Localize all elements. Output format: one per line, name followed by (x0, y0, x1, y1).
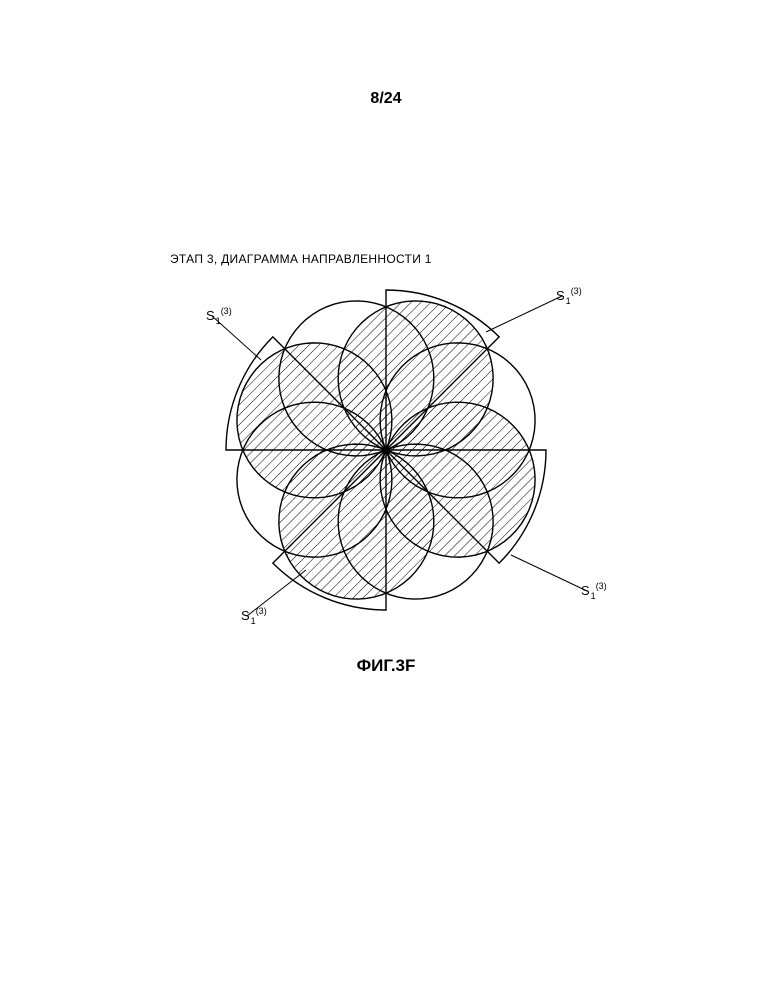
label-leader (486, 296, 562, 332)
figure-label: ФИГ.3F (357, 656, 416, 676)
s-label: S1(3) (206, 306, 232, 326)
polar-rose-diagram: S1(3) S1(3) S1(3) S1(3) (166, 260, 606, 640)
label-leader (511, 555, 587, 591)
diagram-container: S1(3) S1(3) S1(3) S1(3) (166, 260, 606, 640)
page-number: 8/24 (370, 90, 401, 108)
s-label: S1(3) (241, 606, 267, 626)
beam-lobe-hatched (380, 402, 535, 557)
s-label: S1(3) (581, 581, 607, 601)
page: 8/24 ЭТАП 3, ДИАГРАММА НАПРАВЛЕННОСТИ 1 … (0, 0, 772, 999)
s-label: S1(3) (556, 286, 582, 306)
